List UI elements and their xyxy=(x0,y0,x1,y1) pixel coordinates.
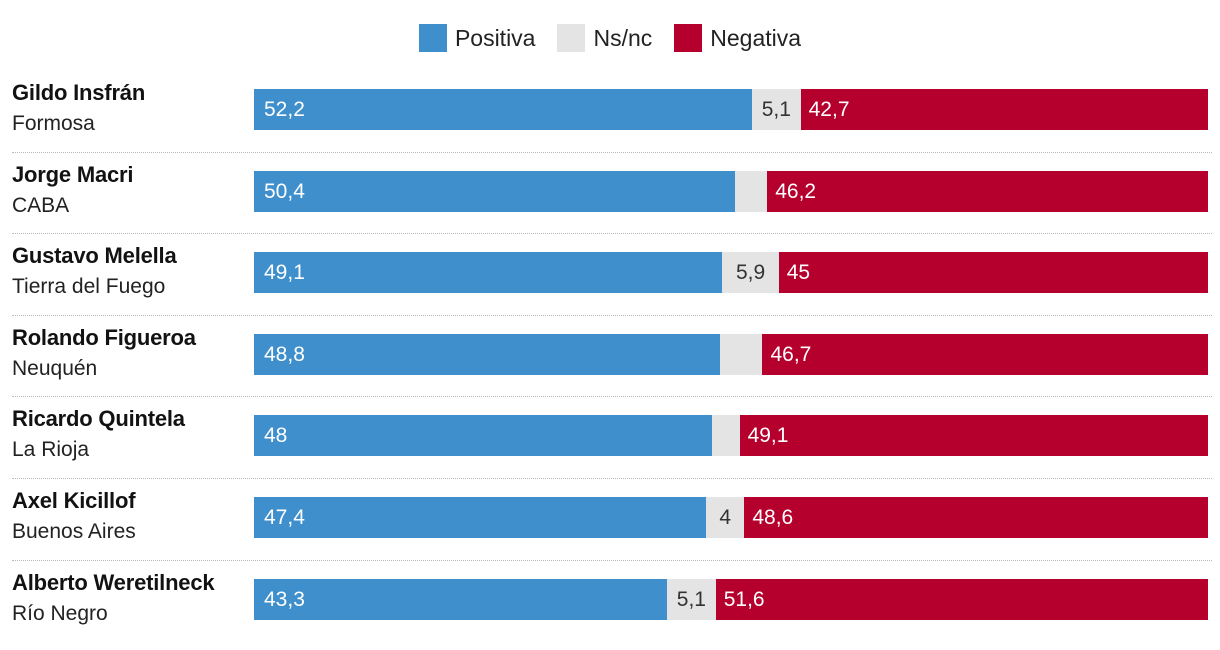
bar-segment-neg: 46,7 xyxy=(762,333,1208,375)
bar-segment-neg: 46,2 xyxy=(767,170,1208,212)
bar-segment-ns xyxy=(711,415,740,457)
bar-segment-pos: 48 xyxy=(254,415,712,457)
chart-row: Alberto Weretilneck Río Negro 43,3 5,1 51,6 xyxy=(0,559,1220,642)
bar-segment-pos: 48,8 xyxy=(254,333,720,375)
politician-name: Jorge Macri xyxy=(12,161,134,187)
legend-item-nsnc: Ns/nc xyxy=(557,24,652,52)
data-label-pos: 49,1 xyxy=(264,261,305,285)
province-name: CABA xyxy=(12,193,70,217)
stacked-bar: 48,8 46,7 xyxy=(254,333,1208,375)
legend-label-positiva: Positiva xyxy=(454,24,536,51)
province-name: Tierra del Fuego xyxy=(12,275,166,299)
data-label-ns: 5,1 xyxy=(761,98,791,121)
data-label-ns: 5,1 xyxy=(676,587,706,611)
data-label-neg: 42,7 xyxy=(808,98,850,121)
politician-name: Gildo Insfrán xyxy=(12,80,146,105)
bar-segment-ns xyxy=(734,170,768,212)
legend-swatch-positiva xyxy=(418,24,447,52)
bar-segment-neg: 48,6 xyxy=(744,496,1208,538)
province-name: Buenos Aires xyxy=(12,519,136,543)
chart-row: Rolando Figueroa Neuquén 48,8 46,7 xyxy=(0,314,1220,397)
legend-label-negativa: Negativa xyxy=(710,24,802,51)
data-label-neg: 49,1 xyxy=(747,424,789,448)
data-label-pos: 52,2 xyxy=(264,98,305,121)
stacked-bar: 49,1 5,9 45 xyxy=(254,252,1208,294)
politician-name: Gustavo Melella xyxy=(12,243,177,269)
politician-name: Axel Kicillof xyxy=(12,487,136,513)
bar-segment-neg: 49,1 xyxy=(739,415,1208,457)
data-label-ns: 5,9 xyxy=(735,261,766,285)
data-label-pos: 48,8 xyxy=(264,342,305,366)
province-name: Río Negro xyxy=(12,601,108,625)
data-label-pos: 48 xyxy=(264,424,288,448)
data-label-neg: 51,6 xyxy=(723,587,765,611)
stacked-bar: 50,4 46,2 xyxy=(254,170,1208,212)
bar-segment-ns: 4 xyxy=(706,496,745,538)
data-label-pos: 47,4 xyxy=(264,505,305,529)
province-name: La Rioja xyxy=(12,438,90,462)
bar-segment-pos: 47,4 xyxy=(254,496,707,538)
stacked-bar: 47,4 4 48,6 xyxy=(254,496,1208,538)
legend-item-negativa: Negativa xyxy=(674,24,801,52)
bar-segment-pos: 50,4 xyxy=(254,170,735,212)
legend-item-positiva: Positiva xyxy=(418,24,536,52)
bar-segment-pos: 52,2 xyxy=(254,89,752,130)
politician-name: Rolando Figueroa xyxy=(12,324,196,350)
legend-swatch-nsnc xyxy=(557,24,586,52)
legend-label-nsnc: Ns/nc xyxy=(593,24,653,51)
data-label-ns: 4 xyxy=(719,505,732,529)
chart-rows: Gildo Insfrán Formosa 52,2 5,1 42,7 Jorge Mac… xyxy=(0,70,1220,641)
bar-segment-ns: 5,9 xyxy=(722,252,779,294)
chart-row: Axel Kicillof Buenos Aires 47,4 4 48,6 xyxy=(0,477,1220,560)
data-label-neg: 46,7 xyxy=(770,342,812,366)
bar-segment-ns: 5,1 xyxy=(751,89,801,130)
bar-segment-ns xyxy=(719,333,763,375)
stacked-bar: 43,3 5,1 51,6 xyxy=(254,578,1208,620)
bar-segment-pos: 49,1 xyxy=(254,252,723,294)
stacked-bar: 52,2 5,1 42,7 xyxy=(254,89,1208,130)
province-name: Neuquén xyxy=(12,356,98,380)
bar-segment-neg: 42,7 xyxy=(800,89,1208,130)
stacked-bar: 48 49,1 xyxy=(254,415,1208,457)
politician-name: Alberto Weretilneck xyxy=(12,569,215,595)
data-label-pos: 43,3 xyxy=(264,587,305,611)
legend-swatch-negativa xyxy=(674,24,703,52)
data-label-pos: 50,4 xyxy=(264,179,305,203)
data-label-neg: 45 xyxy=(786,261,811,285)
province-name: Formosa xyxy=(12,112,95,135)
bar-segment-ns: 5,1 xyxy=(667,578,716,620)
chart-row: Gildo Insfrán Formosa 52,2 5,1 42,7 xyxy=(0,70,1220,152)
bar-segment-neg: 45 xyxy=(778,252,1208,294)
bar-segment-neg: 51,6 xyxy=(715,578,1208,620)
chart-row: Jorge Macri CABA 50,4 46,2 xyxy=(0,151,1220,234)
data-label-neg: 48,6 xyxy=(752,505,794,529)
data-label-neg: 46,2 xyxy=(775,179,817,203)
legend: Positiva Ns/nc Negativa xyxy=(0,22,1220,54)
chart-row: Gustavo Melella Tierra del Fuego 49,1 5,9 45 xyxy=(0,233,1220,315)
bar-segment-pos: 43,3 xyxy=(254,578,668,620)
politician-name: Ricardo Quintela xyxy=(12,406,185,432)
chart-row: Ricardo Quintela La Rioja 48 49,1 xyxy=(0,396,1220,478)
